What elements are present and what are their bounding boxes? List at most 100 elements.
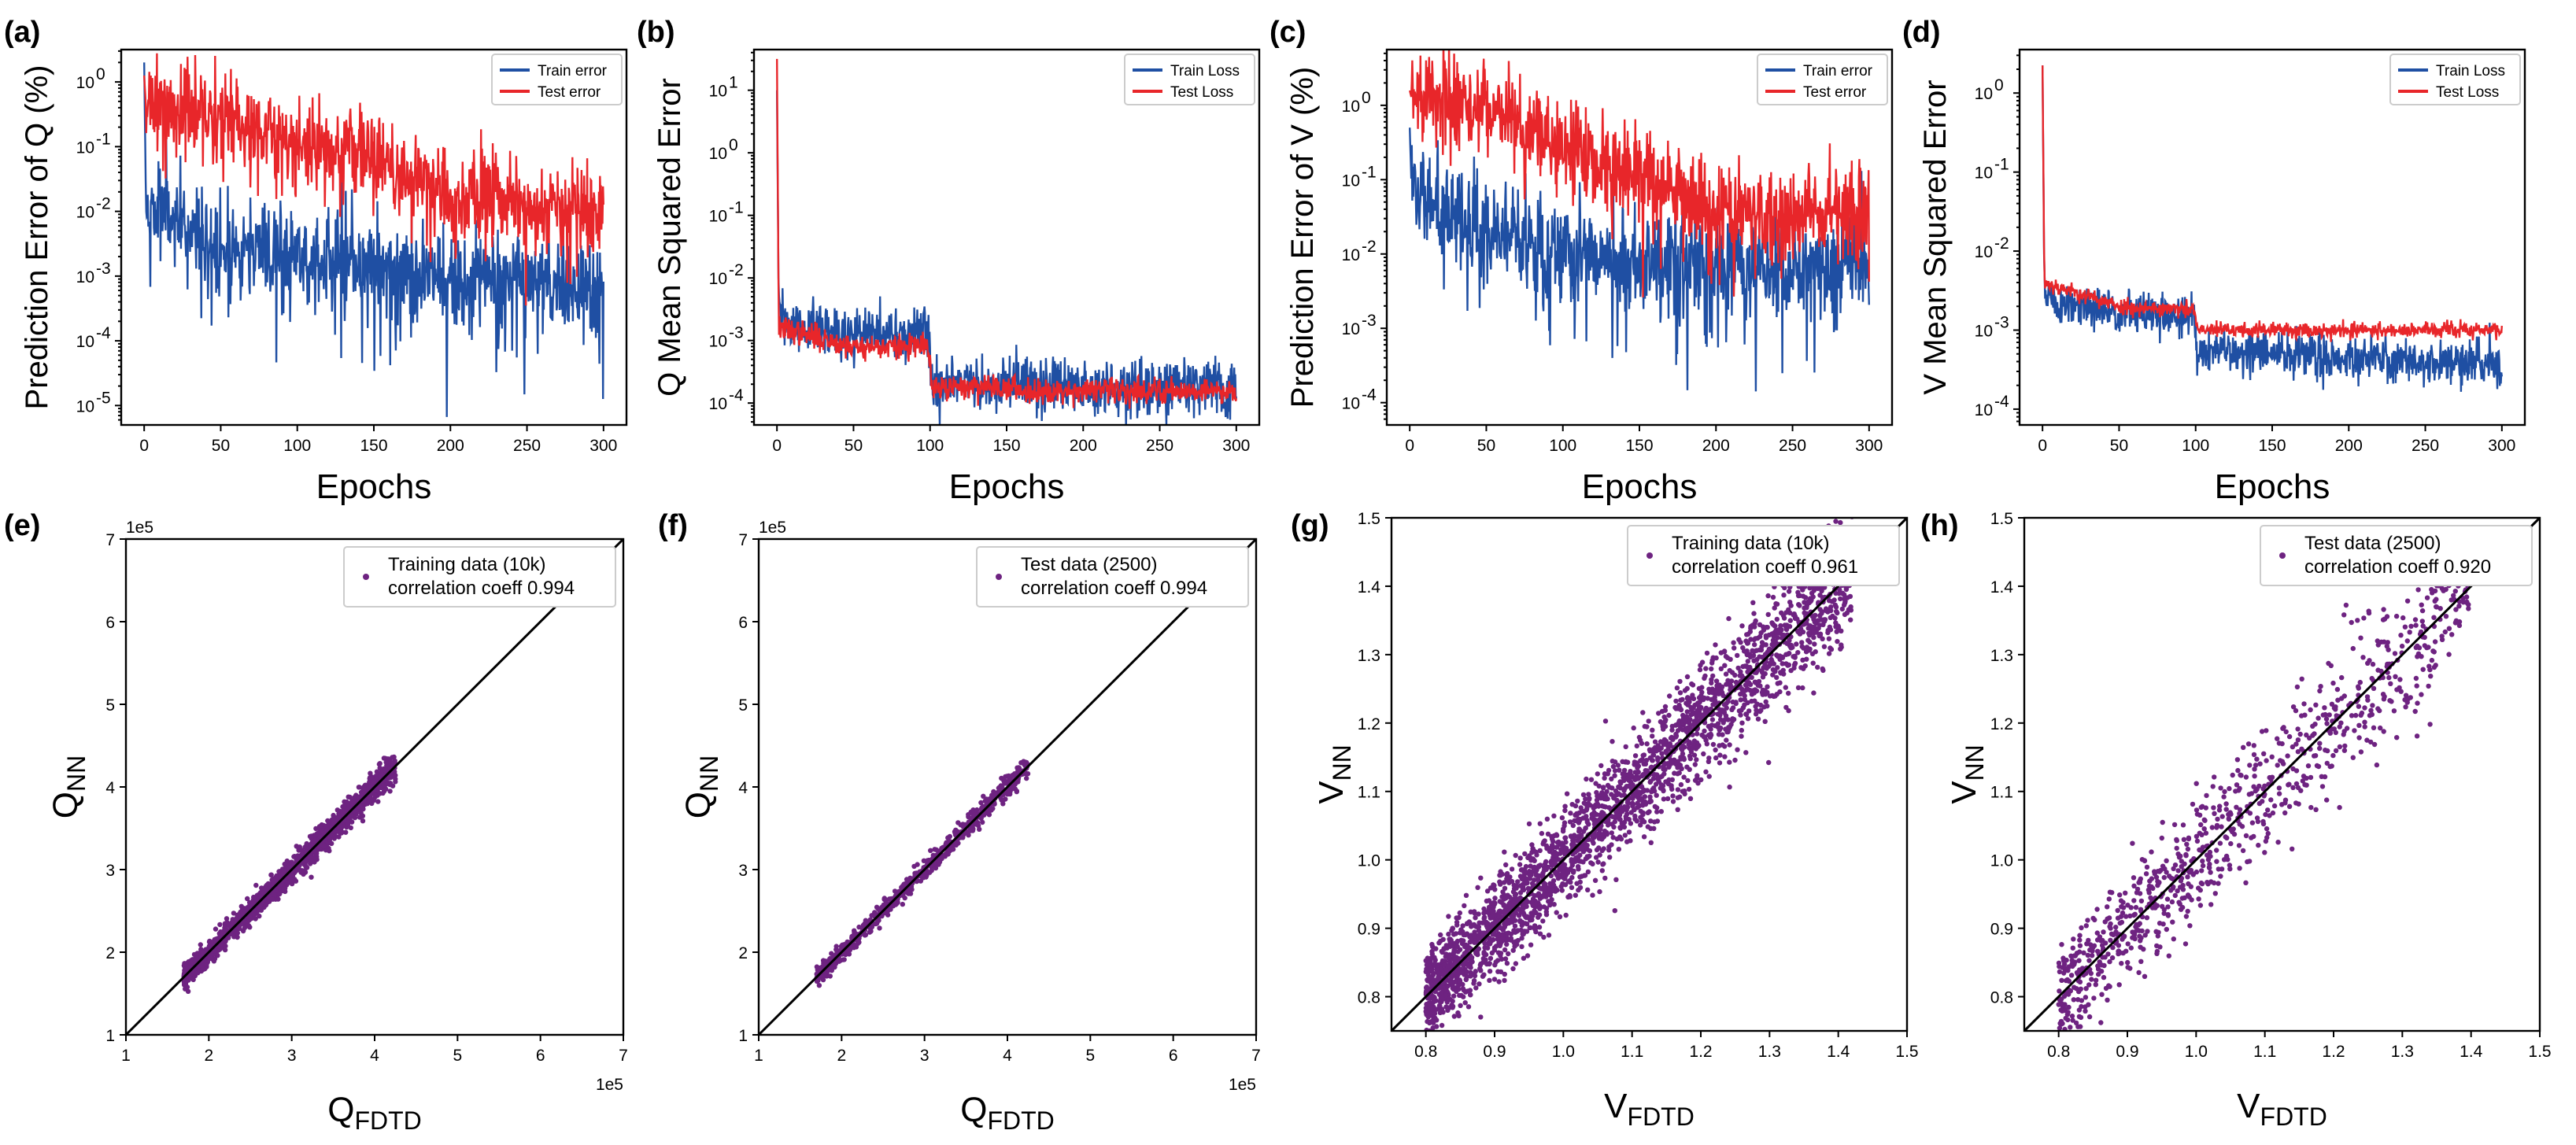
data-point [1468, 992, 1473, 998]
data-point [198, 942, 203, 947]
data-point [1699, 659, 1706, 665]
data-point [1710, 673, 1716, 679]
data-point [1738, 697, 1743, 703]
panel-label: (d) [1902, 16, 1941, 49]
data-point [1617, 825, 1623, 830]
data-point [1447, 1032, 1451, 1036]
data-point [380, 790, 386, 796]
series-line-train [776, 90, 1237, 425]
data-point [1743, 711, 1750, 718]
data-point [1772, 669, 1778, 674]
y-tick-label: 2 [105, 944, 115, 962]
data-point [1618, 837, 1624, 842]
data-point [1754, 635, 1761, 641]
data-point [1675, 807, 1680, 813]
data-point [836, 958, 842, 964]
data-point [1749, 692, 1755, 697]
data-point [248, 915, 253, 921]
y-tick-label: 10 [1975, 322, 1993, 340]
data-point [1584, 776, 1589, 782]
data-point [1775, 665, 1780, 670]
data-point [1820, 636, 1825, 641]
data-point [1437, 1034, 1442, 1039]
x-tick-label: 4 [370, 1047, 379, 1065]
data-point [1454, 919, 1460, 925]
data-point [1742, 696, 1747, 703]
data-point [1694, 757, 1699, 763]
data-point [1559, 815, 1565, 821]
data-point [1616, 847, 1621, 852]
legend-entry: Test error [1803, 84, 1867, 101]
series-line-train [2041, 65, 2503, 392]
data-point [1662, 704, 1669, 710]
data-point [1797, 603, 1802, 608]
data-point [1646, 809, 1652, 814]
data-point [1800, 685, 1805, 691]
data-point [279, 881, 285, 887]
data-point [234, 917, 239, 922]
data-point [1713, 678, 1720, 684]
data-point [1800, 657, 1805, 663]
data-point [1541, 904, 1547, 910]
x-tick-label: 5 [453, 1047, 462, 1065]
y-tick-exponent: 0 [96, 65, 105, 83]
data-point [1547, 892, 1554, 898]
data-point [970, 811, 976, 817]
data-point [1722, 717, 1728, 722]
y-tick-label: 4 [738, 779, 748, 797]
y-tick-exponent: -4 [729, 386, 744, 404]
data-point [1585, 869, 1591, 875]
data-point [1638, 822, 1643, 828]
data-point [1424, 984, 1430, 990]
data-point [1739, 733, 1744, 739]
data-point [288, 872, 294, 877]
y-axis-label: V Mean Squared Error [1918, 79, 1953, 394]
y-tick-label: 3 [105, 862, 115, 880]
data-point [1429, 941, 1435, 947]
data-point [1580, 792, 1587, 798]
data-point [1539, 886, 1544, 892]
data-point [1747, 681, 1754, 687]
data-point [356, 794, 361, 800]
data-point [1718, 666, 1724, 671]
legend-line-1: Training data (10k) [388, 554, 546, 575]
data-point [329, 840, 334, 847]
data-point [1811, 634, 1817, 641]
y-tick-exponent: -1 [729, 199, 744, 217]
data-point [936, 862, 941, 867]
data-point [1506, 901, 1512, 907]
data-point [281, 868, 286, 874]
data-point [1847, 593, 1853, 600]
y-tick-label: 10 [1342, 246, 1360, 264]
data-point [928, 848, 933, 854]
data-point [1462, 903, 1467, 909]
data-point [1727, 667, 1732, 674]
data-point [958, 822, 963, 828]
data-point [1839, 504, 1844, 508]
x-offset-label: 1e5 [596, 1076, 623, 1094]
data-point [1481, 910, 1487, 916]
y-tick-label: 3 [738, 862, 748, 880]
data-point [272, 877, 277, 884]
data-point [1521, 955, 1527, 961]
x-tick-label: 100 [283, 437, 311, 455]
data-point [1502, 956, 1509, 962]
x-tick-label: 0 [2038, 437, 2047, 455]
legend-entry: Test Loss [1170, 84, 1233, 101]
data-point [1473, 915, 1478, 921]
data-point [1817, 593, 1823, 598]
data-point [316, 824, 323, 829]
series-line-test [2041, 65, 2503, 342]
y-tick-label: 6 [738, 614, 748, 632]
x-tick-label: 6 [1169, 1047, 1178, 1065]
data-point [1597, 826, 1603, 832]
data-point [874, 904, 880, 910]
y-tick-label: 10 [709, 145, 727, 163]
y-tick-label: 4 [105, 779, 115, 797]
data-point [1736, 708, 1743, 714]
data-point [1647, 798, 1654, 803]
data-point [371, 778, 377, 785]
data-point [1499, 956, 1505, 962]
